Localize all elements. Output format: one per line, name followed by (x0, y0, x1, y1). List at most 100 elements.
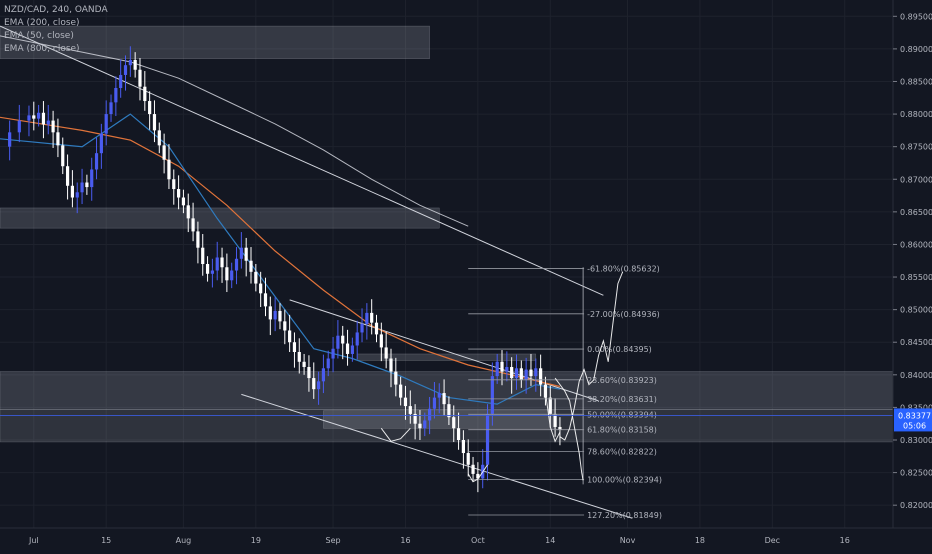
indicator-ema800[interactable]: EMA (800, close) (4, 44, 80, 54)
candle-body[interactable] (558, 426, 562, 430)
support-resistance-zone[interactable] (0, 207, 440, 229)
candle-body[interactable] (196, 231, 200, 248)
candle-body[interactable] (543, 384, 548, 398)
indicator-ema200[interactable]: EMA (200, close) (4, 18, 80, 28)
candle-body[interactable] (423, 420, 427, 429)
candle-body[interactable] (138, 69, 142, 87)
candle-body[interactable] (32, 115, 36, 119)
candle-body[interactable] (177, 189, 181, 198)
candle-body[interactable] (27, 115, 31, 121)
candle-body[interactable] (292, 342, 297, 352)
candle-body[interactable] (418, 423, 422, 429)
candle-body[interactable] (529, 369, 533, 377)
candle-body[interactable] (268, 306, 272, 320)
candle-body[interactable] (181, 197, 186, 206)
candle-body[interactable] (148, 101, 152, 115)
candle-body[interactable] (548, 397, 552, 414)
candle-body[interactable] (539, 368, 543, 385)
candle-body[interactable] (519, 368, 523, 381)
candle-body[interactable] (288, 330, 292, 343)
candle-body[interactable] (215, 257, 219, 271)
candle-body[interactable] (321, 368, 326, 382)
candle-body[interactable] (389, 358, 393, 372)
candle-body[interactable] (104, 114, 108, 134)
candle-body[interactable] (336, 335, 340, 349)
candle-body[interactable] (553, 413, 557, 427)
candle-body[interactable] (234, 258, 239, 271)
candle-body[interactable] (205, 264, 210, 274)
candle-body[interactable] (90, 169, 94, 188)
candle-body[interactable] (500, 361, 504, 372)
candle-body[interactable] (370, 312, 374, 323)
candle-body[interactable] (360, 323, 364, 333)
candle-body[interactable] (326, 358, 330, 369)
candle-body[interactable] (133, 59, 137, 70)
candle-body[interactable] (394, 371, 398, 385)
candle-body[interactable] (278, 310, 282, 322)
support-resistance-zone[interactable] (0, 25, 430, 59)
candle-body[interactable] (442, 393, 446, 405)
candle-body[interactable] (99, 133, 103, 154)
candle-body[interactable] (534, 368, 538, 377)
candle-body[interactable] (399, 384, 403, 398)
support-resistance-zone[interactable] (0, 371, 894, 410)
candle-body[interactable] (437, 393, 441, 398)
candle-body[interactable] (283, 321, 287, 331)
candle-body[interactable] (201, 247, 205, 264)
candle-body[interactable] (225, 267, 229, 281)
candle-body[interactable] (41, 112, 46, 125)
candle-body[interactable] (8, 132, 12, 147)
candle-body[interactable] (316, 381, 321, 390)
candle-body[interactable] (94, 153, 99, 170)
candle-body[interactable] (331, 348, 335, 359)
candle-body[interactable] (428, 408, 432, 421)
candle-body[interactable] (302, 361, 306, 367)
candle-body[interactable] (119, 74, 123, 88)
candle-body[interactable] (152, 114, 157, 131)
candle-body[interactable] (403, 397, 408, 407)
candle-body[interactable] (312, 378, 316, 390)
candle-body[interactable] (384, 347, 388, 359)
candle-body[interactable] (172, 179, 176, 190)
symbol-header[interactable]: NZD/CAD, 240, OANDA (4, 5, 108, 15)
candle-body[interactable] (495, 361, 499, 377)
candle-body[interactable] (210, 270, 214, 274)
candle-body[interactable] (128, 59, 132, 66)
candle-body[interactable] (476, 473, 480, 479)
candle-body[interactable] (191, 218, 195, 232)
candle-body[interactable] (65, 166, 70, 186)
candle-body[interactable] (379, 334, 383, 348)
indicator-ema50[interactable]: EMA (50, close) (4, 31, 74, 41)
candle-body[interactable] (365, 312, 369, 324)
candle-body[interactable] (341, 335, 345, 344)
candle-body[interactable] (37, 112, 41, 119)
candle-body[interactable] (51, 120, 55, 133)
candle-body[interactable] (263, 293, 268, 307)
candle-body[interactable] (114, 88, 118, 103)
candle-body[interactable] (230, 270, 234, 281)
current-price-tag[interactable] (894, 408, 932, 432)
support-resistance-zone[interactable] (323, 410, 556, 429)
candle-body[interactable] (70, 185, 75, 198)
candle-body[interactable] (75, 192, 79, 198)
candle-body[interactable] (471, 464, 475, 474)
candle-body[interactable] (167, 159, 171, 180)
candle-body[interactable] (85, 182, 89, 188)
candle-body[interactable] (514, 368, 519, 379)
candle-body[interactable] (109, 102, 113, 115)
candle-body[interactable] (254, 271, 258, 284)
candle-body[interactable] (273, 310, 277, 320)
candle-body[interactable] (186, 205, 190, 219)
candle-body[interactable] (162, 145, 166, 160)
candle-body[interactable] (244, 247, 248, 261)
candle-body[interactable] (505, 366, 509, 372)
candle-body[interactable] (466, 453, 470, 465)
candle-body[interactable] (297, 352, 301, 362)
trendline-1[interactable] (289, 299, 599, 402)
candle-body[interactable] (432, 397, 437, 409)
candle-body[interactable] (80, 182, 84, 193)
trendline-0[interactable] (0, 25, 604, 296)
candle-body[interactable] (46, 120, 50, 125)
